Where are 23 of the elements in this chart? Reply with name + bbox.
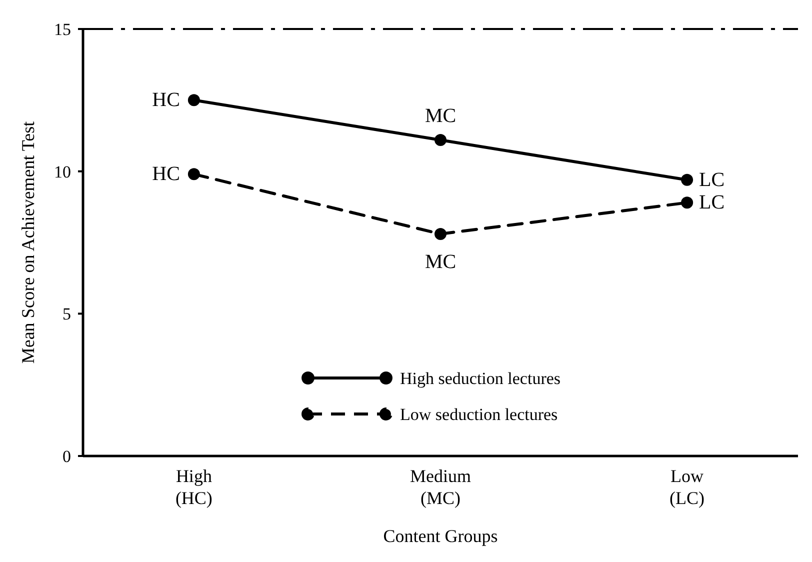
annotation: LC bbox=[699, 192, 725, 214]
point bbox=[681, 196, 694, 209]
point bbox=[188, 94, 200, 106]
x-axis-title: Content Groups bbox=[383, 526, 498, 546]
point bbox=[434, 134, 446, 146]
legend-label: High seduction lectures bbox=[400, 369, 561, 388]
annotation: LC bbox=[699, 168, 725, 191]
x-tick-label: Low (LC) bbox=[670, 466, 705, 508]
annotation: MC bbox=[424, 250, 456, 273]
y-tick-label: 5 bbox=[62, 304, 71, 324]
x-tick-label: High (HC) bbox=[175, 466, 212, 508]
legend-label: Low seduction lectures bbox=[400, 405, 558, 424]
y-tick-label: 0 bbox=[62, 447, 71, 466]
annotation: MC bbox=[424, 105, 456, 128]
y-axis-title: Mean Score on Achievement Test bbox=[18, 121, 38, 364]
point bbox=[188, 168, 200, 180]
x-tick-label: Medium (MC) bbox=[410, 466, 471, 508]
point bbox=[681, 174, 694, 186]
annotation: HC bbox=[152, 163, 180, 186]
y-tick-label: 15 bbox=[54, 20, 71, 39]
point bbox=[434, 228, 446, 240]
y-tick-label: 10 bbox=[54, 162, 71, 182]
annotation: HC bbox=[152, 89, 180, 112]
